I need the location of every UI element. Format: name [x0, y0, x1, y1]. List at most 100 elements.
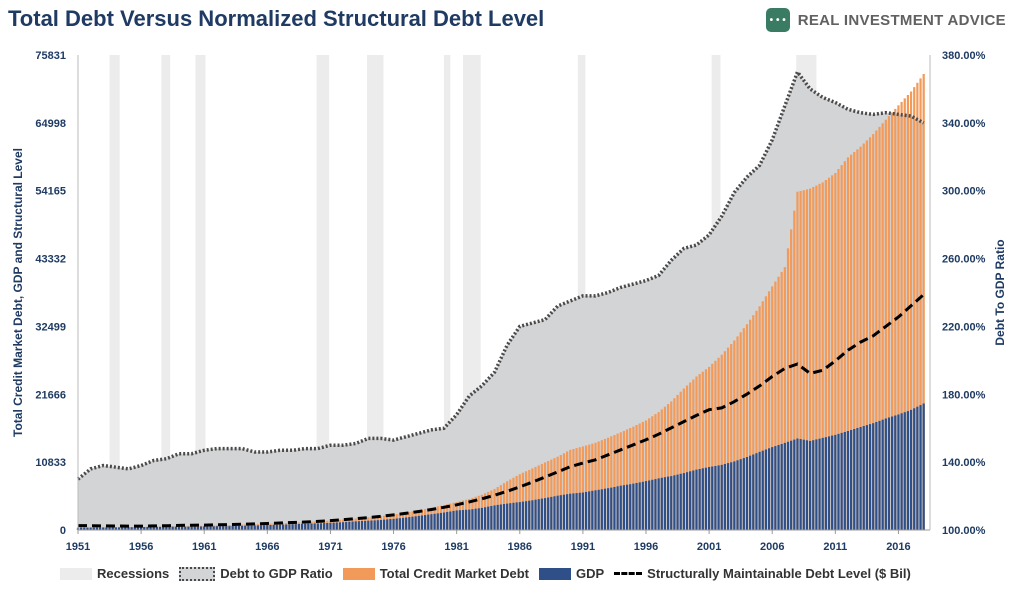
total-debt-bar	[786, 248, 790, 531]
total-debt-bar	[635, 425, 638, 530]
gdp-bar	[900, 413, 903, 530]
total-debt-bar	[534, 466, 537, 530]
total-debt-bar	[790, 229, 793, 530]
total-debt-bar	[881, 123, 884, 531]
gdp-bar	[316, 523, 319, 530]
gdp-bar	[291, 524, 294, 530]
total-debt-bar	[714, 360, 717, 530]
gdp-bar	[398, 518, 401, 530]
gdp-bar	[108, 527, 111, 530]
y2-tick-label: 140.00%	[942, 457, 986, 469]
gdp-bar	[174, 526, 177, 530]
gdp-bar	[487, 506, 490, 530]
x-tick-label: 1976	[381, 541, 405, 553]
gdp-bar	[916, 406, 919, 530]
y-tick-label: 10833	[35, 457, 66, 469]
gdp-bar	[543, 498, 547, 530]
gdp-bar	[449, 511, 452, 530]
gdp-bar	[739, 459, 742, 530]
gdp-bar	[704, 467, 708, 530]
y-tick-label: 21666	[35, 389, 66, 401]
gdp-bar	[663, 477, 667, 530]
total-debt-bar	[616, 433, 619, 530]
gdp-bar	[196, 526, 200, 530]
total-debt-bar	[543, 462, 547, 530]
total-debt-bar	[808, 188, 812, 530]
gdp-bar	[130, 527, 133, 530]
gdp-bar	[777, 445, 780, 530]
recession-band	[316, 55, 330, 530]
gdp-bar	[528, 500, 531, 530]
gdp-bar	[903, 412, 906, 530]
total-debt-bar	[875, 130, 878, 530]
x-tick-label: 2016	[886, 541, 910, 553]
gdp-bar	[165, 526, 168, 530]
gdp-bar	[446, 512, 449, 530]
gdp-bar	[597, 489, 600, 530]
total-debt-bar	[540, 463, 543, 530]
total-debt-bar	[796, 191, 799, 530]
total-debt-bar	[562, 453, 566, 530]
gdp-bar	[181, 526, 184, 530]
y-axis-title: Total Credit Market Debt, GDP and Struct…	[11, 148, 25, 437]
gdp-bar	[102, 527, 105, 530]
total-debt-bar	[723, 351, 726, 530]
y2-axis-title: Debt To GDP Ratio	[993, 239, 1007, 345]
gdp-bar	[632, 483, 635, 530]
gdp-bar	[518, 502, 521, 530]
gdp-bar	[862, 426, 865, 530]
gdp-bar	[408, 517, 411, 530]
total-debt-bar	[673, 398, 676, 530]
total-debt-bar	[824, 180, 827, 530]
gdp-bar	[433, 513, 436, 530]
gdp-bar	[250, 525, 253, 530]
total-debt-bar	[597, 441, 600, 530]
legend-item-structural: Structurally Maintainable Debt Level ($ …	[614, 566, 911, 581]
gdp-bar	[177, 526, 181, 530]
gdp-bar	[824, 437, 827, 530]
total-debt-bar	[654, 414, 657, 530]
gdp-bar	[827, 436, 831, 530]
gdp-bar	[856, 428, 859, 530]
series-lines	[76, 68, 925, 528]
gdp-bar	[506, 503, 509, 530]
gdp-bar	[190, 526, 193, 530]
recession-band	[195, 55, 206, 530]
total-debt-bar	[821, 182, 824, 530]
gdp-bar	[458, 510, 461, 530]
gdp-bar	[474, 508, 477, 530]
legend-swatch-gdp	[538, 567, 571, 580]
gdp-bar	[524, 501, 528, 530]
y2-tick-label: 260.00%	[942, 254, 986, 266]
total-debt-bar	[862, 143, 865, 530]
gdp-bar	[149, 526, 152, 530]
total-debt-bar	[594, 442, 597, 530]
total-debt-bar	[720, 354, 723, 530]
gdp-bar	[222, 526, 225, 530]
gdp-bar	[764, 449, 768, 530]
gdp-bar	[802, 439, 805, 530]
gdp-bar	[875, 422, 878, 530]
y2-tick-label: 380.00%	[942, 50, 986, 62]
legend-label-recessions: Recessions	[97, 566, 170, 581]
total-debt-bar	[685, 385, 689, 530]
gdp-bar	[575, 493, 578, 530]
gdp-bar	[629, 484, 632, 530]
gdp-bar	[218, 526, 222, 530]
total-debt-bar	[528, 469, 531, 530]
total-debt-bar	[793, 210, 796, 530]
total-debt-bar	[742, 328, 745, 530]
gdp-bar	[92, 527, 95, 530]
x-tick-label: 2011	[823, 541, 847, 553]
gdp-bar	[591, 490, 594, 530]
total-debt-bar	[906, 95, 910, 530]
gdp-bar	[641, 481, 644, 530]
gdp-bar	[373, 520, 376, 530]
gdp-bar	[556, 495, 559, 530]
total-debt-bar	[903, 98, 906, 531]
debt-to-gdp-line	[76, 68, 925, 481]
gdp-bar	[386, 519, 389, 530]
gdp-bar	[872, 423, 875, 530]
total-debt-bar	[588, 444, 591, 530]
total-debt-bar	[657, 412, 660, 530]
